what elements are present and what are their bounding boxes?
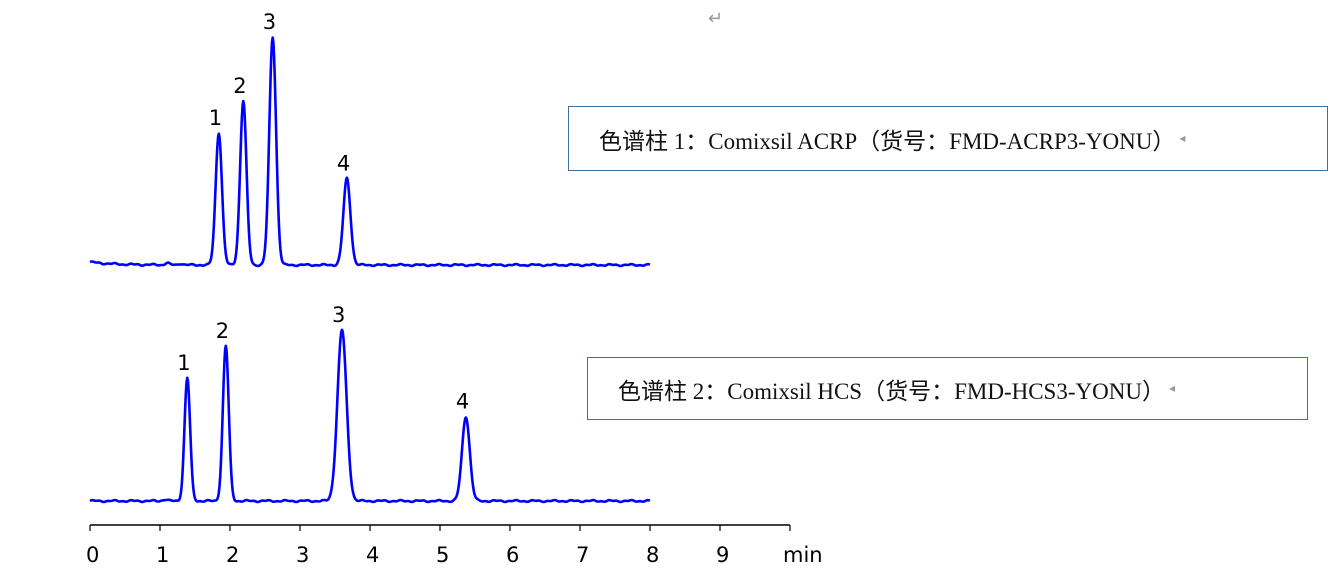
peak-label-1-3: 3 (263, 10, 276, 34)
x-axis-unit-label: min (783, 543, 823, 567)
peak-label-1-2: 2 (233, 74, 246, 98)
x-tick-label-3: 3 (296, 543, 309, 567)
x-tick-label-5: 5 (436, 543, 449, 567)
peak-label-2-3: 3 (332, 303, 345, 327)
peak-label-2-2: 2 (216, 319, 229, 343)
x-tick-label-2: 2 (226, 543, 239, 567)
x-tick-label-8: 8 (646, 543, 659, 567)
x-tick-label-9: 9 (716, 543, 729, 567)
peak-label-2-1: 1 (177, 351, 190, 375)
x-tick-label-0: 0 (86, 543, 99, 567)
legend-column-2-text: 色谱柱 2：Comixsil HCS（货号：FMD-HCS3-YONU） (618, 378, 1165, 404)
paragraph-return-icon: ↵ (708, 8, 724, 28)
x-axis-ticks: 0 1 2 3 4 5 6 7 8 9 (86, 525, 791, 567)
peak-label-1-1: 1 (209, 106, 222, 130)
peak-label-2-4: 4 (456, 390, 469, 414)
x-tick-label-7: 7 (576, 543, 589, 567)
chromatogram-trace-2 (89, 328, 651, 504)
x-tick-label-6: 6 (506, 543, 519, 567)
legend-column-1-text: 色谱柱 1：Comixsil ACRP（货号：FMD-ACRP3-YONU） (599, 128, 1176, 154)
peak-label-1-4: 4 (337, 151, 350, 175)
legend-column-2: 色谱柱 2：Comixsil HCS（货号：FMD-HCS3-YONU） ◂ (587, 357, 1308, 420)
x-tick-label-1: 1 (156, 543, 169, 567)
legend-column-1: 色谱柱 1：Comixsil ACRP（货号：FMD-ACRP3-YONU） ◂ (568, 106, 1328, 171)
x-tick-label-4: 4 (366, 543, 379, 567)
traces (89, 36, 651, 504)
chromatogram-trace-1 (89, 36, 651, 268)
